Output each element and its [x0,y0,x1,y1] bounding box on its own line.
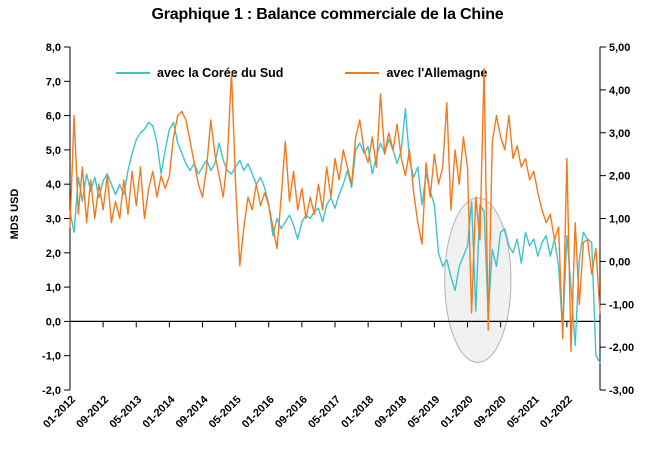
y-axis-right-tick-label: -3,00 [609,385,634,397]
y-axis-left-tick-label: 3,0 [46,214,61,226]
legend-line-swatch-orange [345,72,380,74]
y-axis-right-tick-label: 2,00 [609,171,630,183]
y-axis-left-tick-label: 7,0 [46,76,61,88]
y-axis-right-tick-label: -1,00 [609,299,634,311]
x-axis-tick-label: 01-2022 [538,394,575,431]
x-axis-tick-label: 01-2016 [240,394,277,431]
y-axis-left-tick-label: 1,0 [46,282,61,294]
y-axis-right-tick-label: -2,00 [609,342,634,354]
legend-item-allemagne: avec l'Allemagne [345,66,487,80]
y-axis-left-tick-label: -2,0 [42,385,61,397]
x-axis-tick-label: 01-2012 [41,394,78,431]
x-axis-tick-label: 01-2018 [339,394,376,431]
x-axis-tick-label: 05-2013 [107,394,144,431]
series-line-coree-du-sud [69,107,601,364]
y-axis-left-tick-label: 2,0 [46,248,61,260]
x-axis-tick-label: 01-2014 [140,393,178,431]
x-axis-tick-label: 09-2016 [273,394,310,431]
x-axis-tick-label: 09-2014 [174,393,212,431]
y-axis-right-tick-label: 3,00 [609,128,630,140]
x-axis-tick-label: 05-2015 [207,394,244,431]
x-axis-tick-label: 09-2012 [74,394,111,431]
y-axis-right-tick-label: 5,00 [609,42,630,54]
x-axis-tick-label: 09-2020 [472,394,509,431]
series-line-allemagne [69,67,601,353]
y-axis-right-tick-label: 0,00 [609,256,630,268]
legend-item-coree-du-sud: avec la Corée du Sud [116,66,283,80]
y-axis-left-tick-label: 0,0 [46,316,61,328]
y-axis-left-tick-label: 6,0 [46,111,61,123]
y-axis-left-tick-label: 8,0 [46,42,61,54]
chart-legend: avec la Corée du Sud avec l'Allemagne [116,66,487,80]
y-axis-right-tick-label: 4,00 [609,85,630,97]
y-axis-left-tick-label: -1,0 [42,351,61,363]
legend-label-allemagne: avec l'Allemagne [386,66,488,80]
x-axis-tick-label: 05-2019 [405,394,442,431]
x-axis-tick-label: 05-2017 [306,394,343,431]
y-axis-left-tick-label: 4,0 [46,179,61,191]
legend-line-swatch-teal [116,72,150,74]
x-axis-tick-label: 01-2020 [439,394,476,431]
x-axis-tick-label: 05-2021 [505,394,542,431]
y-axis-left-tick-label: 5,0 [46,145,61,157]
legend-label-coree-du-sud: avec la Corée du Sud [157,66,284,80]
x-axis-tick-label: 09-2018 [372,394,409,431]
y-axis-right-tick-label: 1,00 [609,214,630,226]
chart-title: Graphique 1 : Balance commerciale de la … [151,6,504,23]
